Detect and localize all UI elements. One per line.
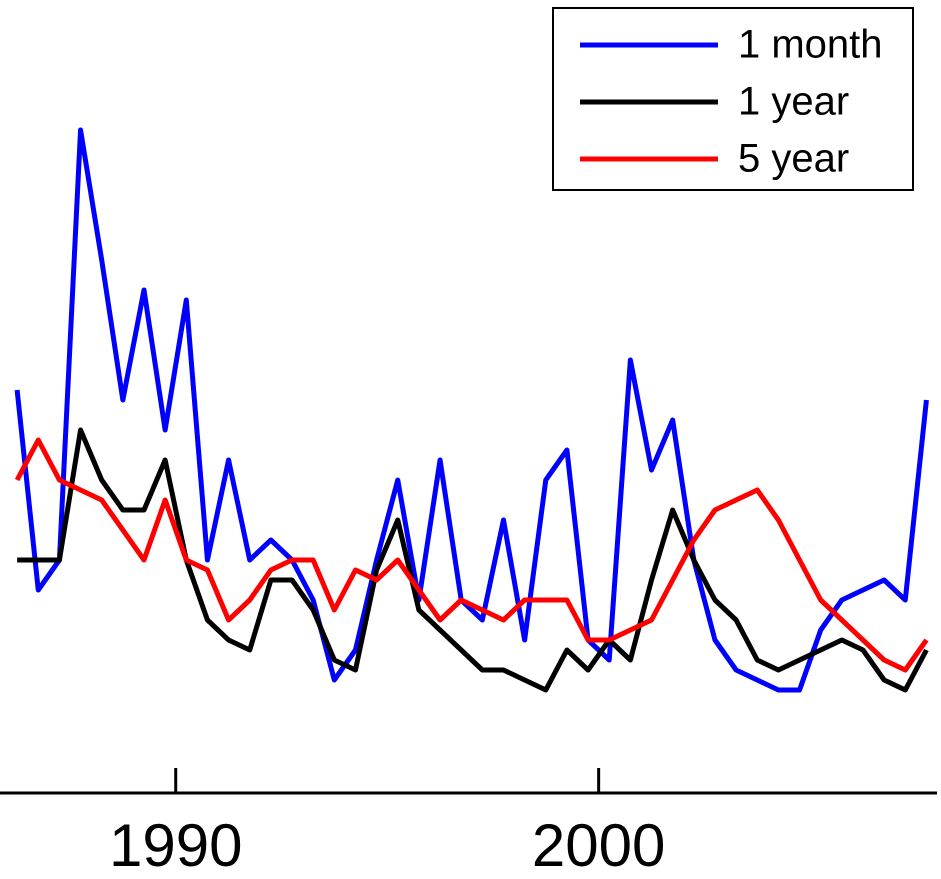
series-line — [17, 427, 929, 693]
legend-label: 5 year — [738, 137, 849, 181]
series-line — [14, 127, 929, 693]
legend-label: 1 year — [738, 80, 849, 124]
x-tick-label: 1990 — [109, 812, 242, 879]
series-line — [14, 437, 929, 673]
legend-label: 1 month — [738, 23, 883, 67]
x-tick-label: 2000 — [532, 812, 665, 879]
